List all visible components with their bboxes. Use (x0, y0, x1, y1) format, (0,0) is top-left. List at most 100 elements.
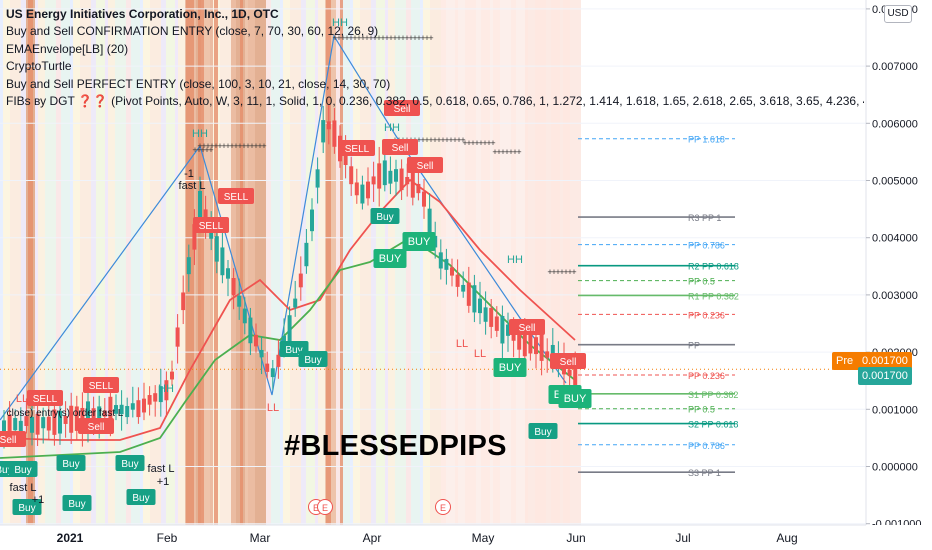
session-stripe (563, 0, 570, 525)
candle-body (91, 408, 96, 427)
price-tick-label: 0.006000 (872, 118, 918, 130)
turtle-mark: + (332, 33, 337, 43)
sell-signal-label: Sell (0, 435, 16, 446)
sell-signal-label: Sell (560, 357, 577, 368)
time-tick-label: Apr (363, 531, 382, 545)
session-stripe (61, 0, 70, 525)
sell-signal-box (550, 353, 586, 369)
indicator-crypto-turtle[interactable]: CryptoTurtle (6, 59, 72, 74)
turtle-mark: + (486, 138, 491, 148)
session-stripe (131, 0, 140, 525)
turtle-mark: + (563, 267, 568, 277)
signal-band (214, 0, 218, 525)
chart-annotation: HH (332, 17, 348, 29)
price-tick-label: 0.005000 (872, 176, 918, 188)
turtle-mark: + (196, 145, 201, 155)
session-stripe (3, 0, 10, 525)
session-stripe (56, 0, 61, 525)
session-stripe (70, 0, 73, 525)
pivot-label: R3 PP 1 (688, 213, 721, 223)
session-stripe (91, 0, 96, 525)
candle-body (494, 316, 499, 331)
candle-body (69, 405, 74, 433)
session-stripe (423, 0, 430, 525)
candle-body (511, 332, 516, 341)
signal-band (240, 0, 243, 525)
turtle-mark: + (428, 33, 433, 43)
candle-body (186, 257, 191, 275)
buy-signal-box (370, 208, 400, 224)
session-stripe (465, 0, 476, 525)
turtle-mark: + (209, 141, 214, 151)
pivot-label: PP 1.618 (688, 135, 725, 145)
buy-signal-label: Buy (18, 503, 35, 514)
indicator-confirmation-entry[interactable]: Buy and Sell CONFIRMATION ENTRY (close, … (6, 24, 379, 39)
turtle-mark: + (460, 135, 465, 145)
indicator-perfect-entry[interactable]: Buy and Sell PERFECT ENTRY (close, 100, … (6, 76, 391, 91)
candle-body (366, 181, 370, 199)
sell-signal-label: Sell (392, 143, 409, 154)
buy-signal-box (493, 358, 527, 377)
session-stripe (150, 0, 161, 525)
price-tick-label: 0.004000 (872, 233, 918, 245)
sell-signal-label: SELL (89, 381, 114, 392)
buy-signal-label: Buy (68, 499, 85, 510)
candle-body (214, 236, 219, 262)
session-stripe (35, 0, 38, 525)
session-stripe (455, 0, 458, 525)
indicator-ema-envelope[interactable]: EMAEnvelope[LB] (20) (6, 41, 129, 56)
candle-body (287, 315, 292, 343)
turtle-mark: + (448, 135, 453, 145)
candle-body (248, 317, 253, 344)
pivot-label: PP (688, 341, 700, 351)
pivot-label: PP 0.5 (688, 277, 715, 287)
turtle-mark: + (470, 138, 475, 148)
chart-annotation: LL (267, 402, 279, 414)
turtle-mark: + (200, 145, 205, 155)
turtle-mark: + (440, 135, 445, 145)
buy-signal-label: Buy (376, 212, 393, 223)
session-stripe (318, 0, 325, 525)
turtle-mark: + (380, 33, 385, 43)
turtle-mark: + (496, 147, 501, 157)
candle-body (304, 242, 309, 267)
buy-signal-label: Buy (285, 345, 302, 356)
time-tick-label: 2021 (57, 531, 84, 545)
turtle-mark: + (436, 135, 441, 145)
candle-body (52, 409, 57, 435)
time-axis: 2021 Feb Mar Apr May Jun Jul Aug (0, 524, 932, 550)
session-stripe (38, 0, 45, 525)
candle-body (326, 121, 331, 130)
time-tick-label: Aug (776, 531, 797, 545)
candle-body (270, 368, 275, 378)
buy-signal-label: BUY (564, 393, 587, 405)
buy-signal-box (56, 455, 86, 471)
pivot-label: PP 0.786 (688, 241, 725, 251)
candle-body (315, 169, 320, 188)
turtle-mark: + (404, 33, 409, 43)
turtle-mark: + (416, 33, 421, 43)
turtle-mark: + (364, 33, 369, 43)
pivot-label: PP 0.5 (688, 405, 715, 415)
session-stripe (21, 0, 26, 525)
symbol-title[interactable]: US Energy Initiatives Corporation, Inc.,… (6, 7, 279, 21)
indicator-fibs-dgt[interactable]: FIBs ву DGT ❓❓ (Pivot Points, Auto, W, 3… (6, 94, 864, 109)
candle-body (399, 168, 404, 191)
candle-body (254, 334, 258, 347)
currency-button[interactable]: USD (884, 5, 912, 23)
candle-body (466, 282, 471, 306)
turtle-mark: + (360, 33, 365, 43)
chart-annotation: HH (384, 122, 400, 134)
candle-body (382, 160, 387, 186)
session-stripe (0, 0, 3, 525)
earnings-label: E (322, 503, 328, 513)
candle-body (136, 400, 141, 418)
buy-signal-box (8, 461, 38, 477)
session-stripe (511, 0, 516, 525)
session-stripe (105, 0, 108, 525)
chart-legend: US Energy Initiatives Corporation, Inc.,… (6, 6, 864, 110)
buy-signal-box (558, 389, 592, 408)
turtle-mark: + (482, 138, 487, 148)
sell-signal-box (339, 140, 375, 156)
